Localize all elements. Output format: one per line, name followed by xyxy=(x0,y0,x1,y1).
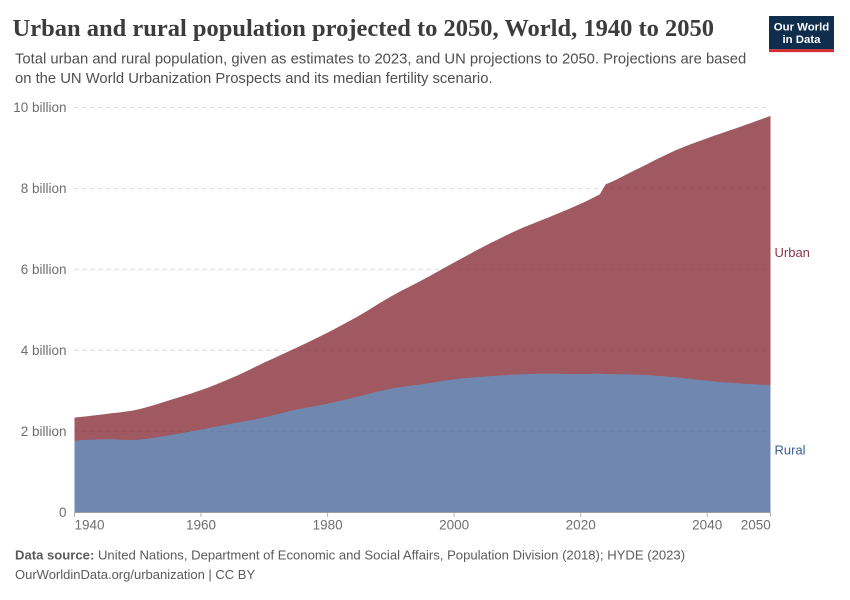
svg-text:2020: 2020 xyxy=(566,518,596,533)
svg-text:in Data: in Data xyxy=(783,34,822,46)
svg-text:OurWorldinData.org/urbanizatio: OurWorldinData.org/urbanization | CC BY xyxy=(15,567,255,582)
svg-text:Data source: United Nations, D: Data source: United Nations, Department … xyxy=(15,548,685,563)
svg-text:6 billion: 6 billion xyxy=(21,262,67,277)
svg-text:Total urban and rural populati: Total urban and rural population, given … xyxy=(15,51,746,67)
svg-text:2040: 2040 xyxy=(692,518,722,533)
svg-text:Rural: Rural xyxy=(775,443,806,458)
svg-text:1960: 1960 xyxy=(186,518,216,533)
svg-text:2050: 2050 xyxy=(741,518,771,533)
svg-text:1940: 1940 xyxy=(75,518,105,533)
svg-text:Urban and rural population pro: Urban and rural population projected to … xyxy=(13,15,714,42)
svg-text:2000: 2000 xyxy=(439,518,469,533)
svg-text:2 billion: 2 billion xyxy=(21,424,67,439)
svg-text:0: 0 xyxy=(59,505,67,520)
svg-text:8 billion: 8 billion xyxy=(21,181,67,196)
svg-text:Urban: Urban xyxy=(775,245,810,260)
svg-text:Our World: Our World xyxy=(774,22,830,34)
svg-text:on the UN World Urbanization P: on the UN World Urbanization Prospects a… xyxy=(15,71,493,87)
svg-text:10 billion: 10 billion xyxy=(13,100,66,115)
svg-text:1980: 1980 xyxy=(313,518,343,533)
svg-text:4 billion: 4 billion xyxy=(21,343,67,358)
